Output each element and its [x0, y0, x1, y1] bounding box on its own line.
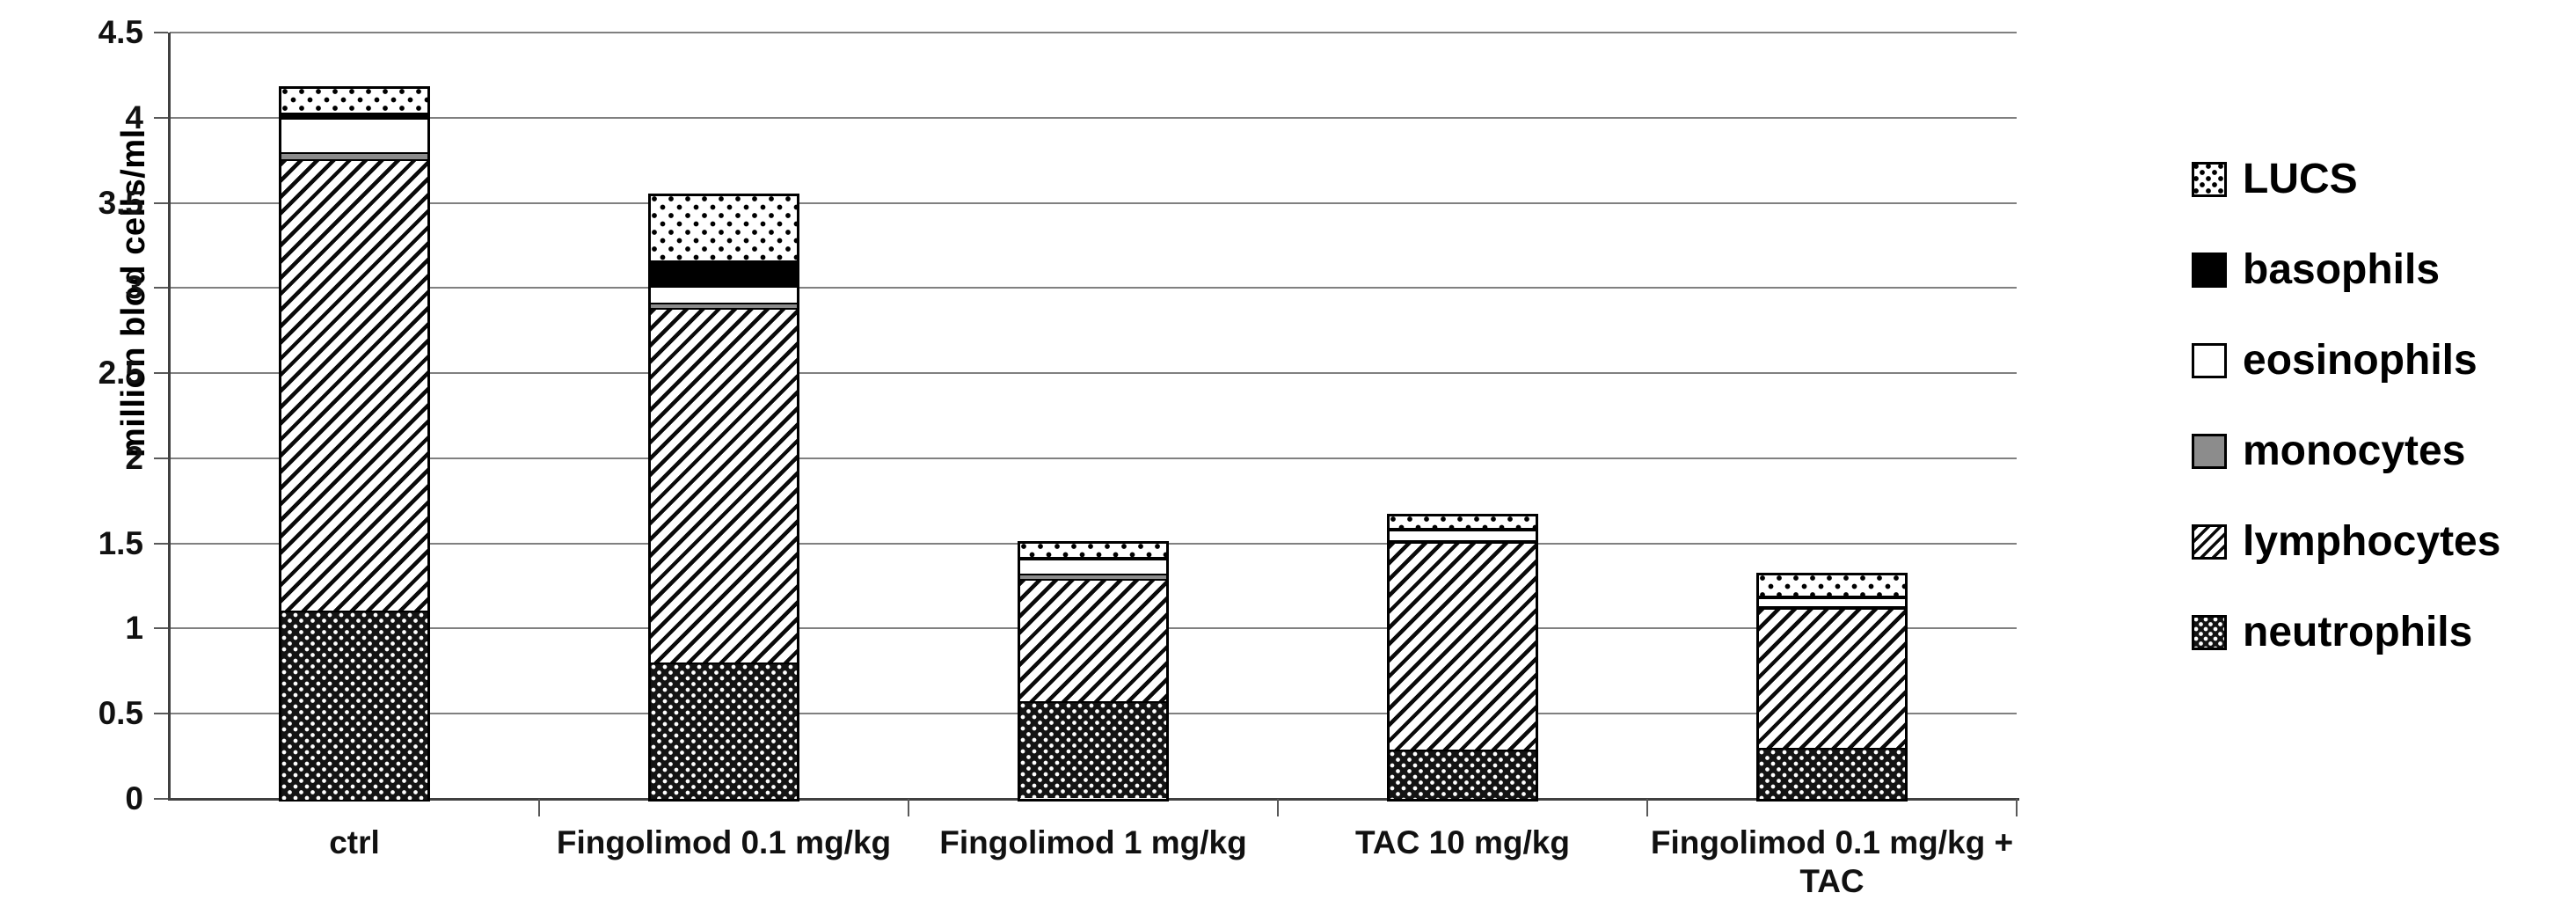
gridline	[170, 287, 2017, 289]
segment-monocytes	[1759, 608, 1905, 610]
black-swatch	[2192, 252, 2227, 288]
segment-monocytes	[1390, 542, 1536, 544]
legend-label: eosinophils	[2243, 337, 2477, 384]
x-axis-tick	[2016, 799, 2018, 816]
gridline	[170, 117, 2017, 119]
y-axis-tick	[154, 202, 168, 204]
segment-lymphocytes	[651, 310, 797, 664]
y-axis-tick-label: 3.5	[98, 185, 143, 221]
segment-eosinophils	[1390, 531, 1536, 542]
segment-monocytes	[281, 154, 427, 161]
bar-ctrl	[279, 86, 430, 802]
legend-label: neutrophils	[2243, 609, 2473, 655]
x-axis-category-label: ctrl	[329, 824, 380, 860]
segment-eosinophils	[281, 120, 427, 154]
gridline	[170, 202, 2017, 204]
y-axis-tick	[154, 543, 168, 545]
segment-LUCS	[651, 196, 797, 262]
legend-label: basophils	[2243, 246, 2441, 293]
segment-basophils	[281, 114, 427, 120]
light-dotted-swatch	[2192, 161, 2227, 197]
x-axis-tick	[1277, 799, 1279, 816]
bar-tac-10-mg-kg	[1387, 514, 1538, 802]
segment-basophils	[1020, 559, 1166, 560]
segment-basophils	[1759, 597, 1905, 599]
legend-label: lymphocytes	[2243, 518, 2501, 565]
y-axis-tick-label: 1.5	[98, 525, 143, 561]
dark-dotted-swatch	[2192, 614, 2227, 650]
x-axis-tick	[908, 799, 909, 816]
diagonal-hatch-swatch	[2192, 523, 2227, 560]
segment-eosinophils	[651, 288, 797, 304]
segment-neutrophils	[651, 664, 797, 799]
segment-neutrophils	[1759, 750, 1905, 799]
plot-area: million blod cells/ml 4.5 4 3.5 3 2.5 2 1.5 1 0.…	[99, 0, 2019, 915]
y-axis-tick	[154, 458, 168, 459]
segment-LUCS	[1390, 516, 1536, 530]
segment-LUCS	[1020, 544, 1166, 559]
gridline	[170, 458, 2017, 459]
segment-basophils	[651, 262, 797, 288]
legend-label: LUCS	[2243, 156, 2358, 202]
y-axis-tick-label: 0	[125, 780, 143, 816]
y-axis-tick	[154, 372, 168, 374]
x-axis-tick	[1646, 799, 1648, 816]
y-axis-tick	[154, 713, 168, 714]
x-axis-category-label: TAC 10 mg/kg	[1355, 824, 1570, 860]
segment-neutrophils	[281, 612, 427, 800]
y-axis-tick-label: 4.5	[98, 14, 143, 50]
y-axis-tick-label: 2	[125, 440, 143, 476]
x-axis-category-label: Fingolimod 0.1 mg/kg	[556, 824, 892, 860]
segment-LUCS	[1759, 575, 1905, 597]
legend-item-basophils: basophils	[2192, 224, 2500, 315]
segment-eosinophils	[1759, 599, 1905, 608]
y-axis-tick-label: 1	[125, 610, 143, 646]
legend: LUCS basophils eosinophils monocytes lymphoc…	[2192, 134, 2500, 677]
y-axis-tick	[154, 627, 168, 629]
y-axis-tick	[154, 798, 168, 800]
white-swatch	[2192, 342, 2227, 378]
segment-lymphocytes	[1020, 581, 1166, 703]
x-axis-tick	[538, 799, 540, 816]
y-axis-tick	[154, 117, 168, 119]
y-axis-tick	[154, 287, 168, 289]
segment-neutrophils	[1390, 751, 1536, 799]
legend-item-neutrophils: neutrophils	[2192, 587, 2500, 677]
y-axis-tick-label: 2.5	[98, 355, 143, 391]
y-axis-tick	[154, 32, 168, 33]
y-axis-line	[168, 33, 171, 801]
segment-lymphocytes	[281, 161, 427, 612]
y-axis-tick-label: 4	[125, 99, 143, 135]
segment-monocytes	[1020, 575, 1166, 581]
bar-fingolimod-1-mg-kg	[1018, 541, 1169, 802]
legend-label: monocytes	[2243, 428, 2466, 474]
x-axis-category-label: Fingolimod 0.1 mg/kg + TAC	[1650, 824, 2014, 899]
segment-lymphocytes	[1759, 610, 1905, 750]
legend-item-lucs: LUCS	[2192, 134, 2500, 224]
gray-swatch	[2192, 433, 2227, 469]
segment-monocytes	[651, 304, 797, 310]
x-axis-category-label: Fingolimod 1 mg/kg	[939, 824, 1247, 860]
legend-item-eosinophils: eosinophils	[2192, 315, 2500, 406]
legend-item-lymphocytes: lymphocytes	[2192, 496, 2500, 587]
legend-item-monocytes: monocytes	[2192, 406, 2500, 496]
segment-LUCS	[281, 89, 427, 114]
segment-lymphocytes	[1390, 544, 1536, 751]
bar-fingolimod-0-1-mg-kg-tac	[1756, 573, 1908, 802]
segment-eosinophils	[1020, 560, 1166, 575]
gridline	[170, 372, 2017, 374]
bar-fingolimod-0-1-mg-kg	[648, 194, 799, 802]
y-axis-tick-label: 0.5	[98, 695, 143, 731]
segment-basophils	[1390, 530, 1536, 531]
y-axis-tick-label: 3	[125, 269, 143, 305]
gridline	[170, 32, 2017, 33]
segment-neutrophils	[1020, 703, 1166, 798]
